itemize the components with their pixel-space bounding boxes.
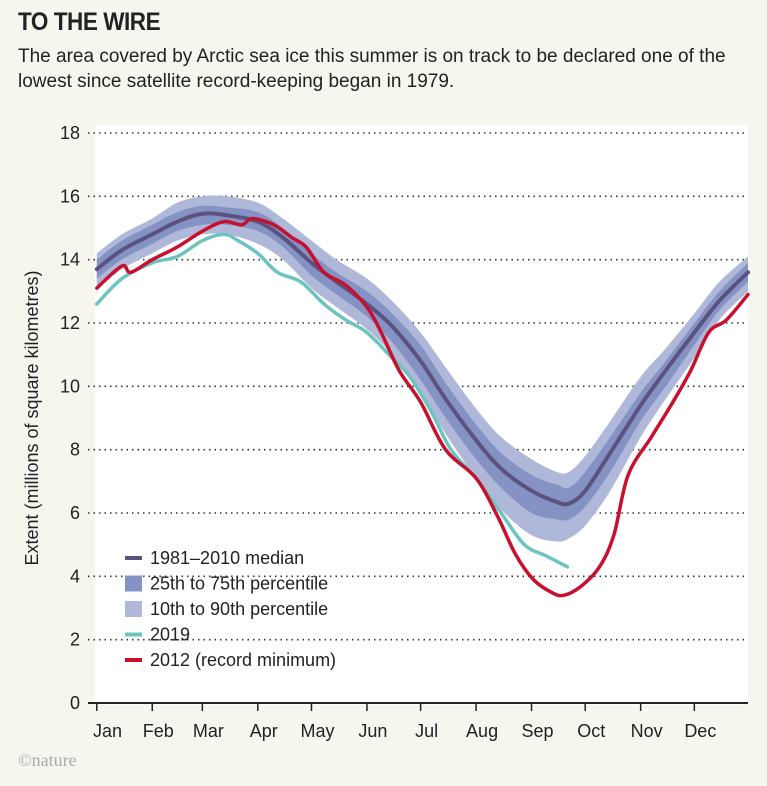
x-tick-label: Aug [466, 721, 498, 741]
series-median-line [94, 211, 750, 507]
legend-label: 1981–2010 median [150, 548, 304, 568]
y-tick-label: 12 [60, 313, 80, 333]
y-axis-label: Extent (millions of square kilometres) [22, 270, 42, 565]
y-tick-label: 6 [70, 503, 80, 523]
x-tick-label: Mar [193, 721, 224, 741]
nature-logo: ©nature [18, 750, 77, 770]
chart-subtitle: The area covered by Arctic sea ice this … [18, 46, 726, 92]
x-tick-label: Jan [93, 721, 122, 741]
y-tick-label: 0 [70, 693, 80, 713]
x-tick-label: Jun [358, 721, 387, 741]
x-tick-label: Oct [577, 721, 605, 741]
x-tick-label: Sep [522, 721, 554, 741]
y-tick-label: 8 [70, 440, 80, 460]
legend-label: 2019 [150, 625, 190, 645]
y-tick-label: 2 [70, 630, 80, 650]
legend-swatch [125, 632, 142, 637]
x-tick-label: Nov [631, 721, 663, 741]
x-tick-label: Dec [684, 721, 716, 741]
y-tick-label: 10 [60, 376, 80, 396]
legend-label: 25th to 75th percentile [150, 574, 328, 594]
x-tick-label: Feb [143, 721, 174, 741]
y-tick-label: 16 [60, 186, 80, 206]
y-tick-label: 18 [60, 123, 80, 143]
legend-swatch [125, 575, 142, 592]
legend-label: 2012 (record minimum) [150, 650, 336, 670]
legend-swatch [125, 556, 142, 560]
chart-title: TO THE WIRE [18, 8, 161, 36]
x-tick-label: May [300, 721, 334, 741]
x-tick-label: Jul [415, 721, 438, 741]
y-tick-label: 4 [70, 566, 80, 586]
y-tick-label: 14 [60, 250, 80, 270]
legend-swatch [125, 658, 142, 662]
x-tick-label: Apr [250, 721, 278, 741]
series-2012-line [95, 216, 750, 598]
legend-swatch [125, 601, 142, 617]
legend-label: 10th to 90th percentile [150, 599, 328, 619]
